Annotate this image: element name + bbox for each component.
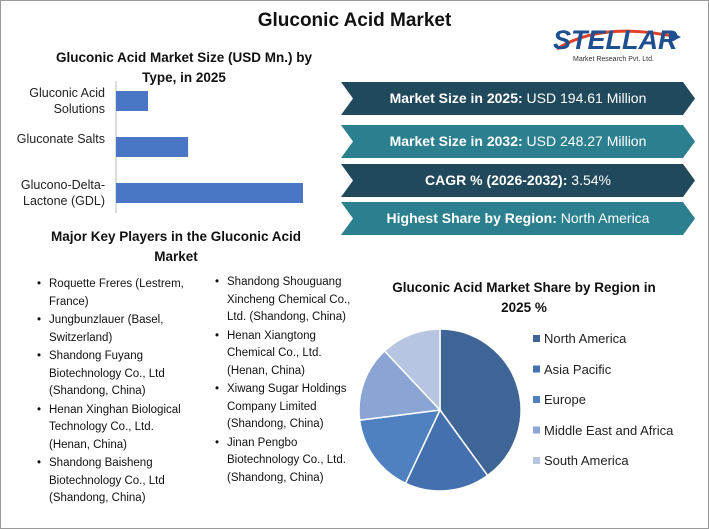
info-label: Market Size in 2025: <box>389 90 523 106</box>
info-value: North America <box>560 210 650 226</box>
info-box: Highest Share by Region: North America <box>341 202 695 235</box>
player-item: Jungbunzlauer (Basel, Switzerland) <box>37 312 184 347</box>
bar-chart-title: Gluconic Acid Market Size (USD Mn.) by T… <box>55 50 313 85</box>
legend-swatch <box>533 457 540 464</box>
player-item: Shandong Fuyang Biotechnology Co., Ltd (… <box>37 348 184 401</box>
bar <box>116 91 149 111</box>
logo-name: STELLAR <box>553 25 678 55</box>
player-list: Shandong Shouguang Xincheng Chemical Co.… <box>215 274 352 488</box>
bar <box>116 137 189 157</box>
legend-swatch <box>533 426 540 434</box>
info-label: Highest Share by Region: <box>386 210 557 226</box>
category-label: Gluconate Salts <box>16 132 105 146</box>
legend-swatch <box>533 335 540 342</box>
pie-slice <box>404 408 489 492</box>
info-label: Market Size in 2032: <box>389 133 523 149</box>
page-title: Gluconic Acid Market <box>257 10 452 31</box>
category-label: Glucono-Delta-Lactone (GDL) <box>20 178 105 208</box>
info-box: Market Size in 2025: USD 194.61 Million <box>341 82 695 115</box>
player-item: Henan Xiangtong Chemical Co., Ltd. (Hena… <box>215 328 352 381</box>
player-item: Shandong Baisheng Biotechnology Co., Ltd… <box>37 455 184 508</box>
player-item: Jinan Pengbo Biotechnology Co., Ltd. (Sh… <box>215 435 352 488</box>
pie-slice <box>383 328 441 412</box>
logo-swoosh <box>556 29 678 51</box>
category-label: Gluconic Acid Solutions <box>29 86 105 116</box>
pie-chart-title: Gluconic Acid Market Share by Region in … <box>392 280 656 315</box>
player-item: Shandong Shouguang Xincheng Chemical Co.… <box>215 274 352 327</box>
bar <box>116 183 303 203</box>
legend-label: Europe <box>544 392 586 407</box>
player-list: Roquette Freres (Lestrem, France)Jungbun… <box>37 276 184 509</box>
legend-label: South America <box>544 453 629 468</box>
legend-label: Middle East and Africa <box>544 422 674 438</box>
info-label: CAGR % (2026-2032): <box>425 172 568 188</box>
info-value: 3.54% <box>571 172 611 188</box>
info-box: CAGR % (2026-2032): 3.54% <box>341 164 695 197</box>
info-value: USD 248.27 Million <box>526 133 647 149</box>
players-title: Major Key Players in the Gluconic Acid M… <box>50 229 302 264</box>
pie-slice <box>358 349 442 421</box>
legend-label: Asia Pacific <box>544 361 612 377</box>
legend-swatch <box>533 365 540 373</box>
info-box: Market Size in 2032: USD 248.27 Million <box>341 125 695 158</box>
player-item: Roquette Freres (Lestrem, France) <box>37 276 184 311</box>
player-item: Xiwang Sugar Holdings Company Limited (S… <box>215 381 352 434</box>
logo-tagline: Market Research Pvt. Ltd. <box>573 56 654 63</box>
info-value: USD 194.61 Million <box>526 90 647 106</box>
legend-swatch <box>533 396 540 403</box>
pie-slice <box>358 409 442 485</box>
logo-arrow <box>669 31 681 43</box>
pie-slice <box>439 328 522 477</box>
player-item: Henan Xinghan Biological Technology Co.,… <box>37 402 184 455</box>
legend-label: North America <box>544 331 627 346</box>
